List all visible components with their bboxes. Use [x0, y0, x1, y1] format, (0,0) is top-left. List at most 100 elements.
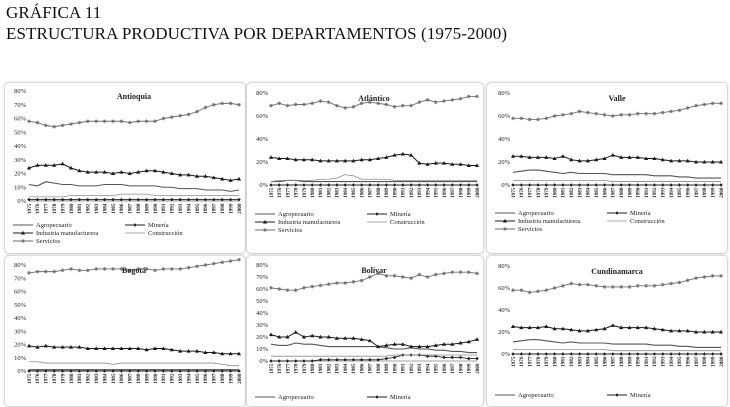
bolivar-ytick: 0% [259, 358, 268, 365]
bolivar-point-industria-manufacturera [310, 333, 315, 338]
valle-xtick: 1976 [519, 187, 525, 198]
cundinamarca-point-industria-manufacturera [702, 329, 707, 334]
atlantico-point-industria-manufacturera [425, 162, 430, 166]
cundinamarca-point-industria-manufacturera [619, 325, 624, 330]
antioquia-xtick: 1985 [111, 203, 117, 214]
atlantico-point-servicios [458, 96, 463, 101]
chart-cundinamarca: 0%20%40%60%80%1975 1976 1977 1978 1979 1980 19… [495, 263, 725, 399]
atlantico-series-construccion [270, 174, 477, 182]
cundinamarca-line-construccion [513, 349, 721, 352]
atlantico-series-servicios [269, 94, 479, 110]
valle-point-servicios [569, 111, 574, 116]
cundinamarca-point-industria-manufacturera [644, 325, 649, 330]
bogota-point-mineria [94, 369, 98, 373]
bolivar-point-servicios [302, 285, 306, 290]
cundinamarca-point-industria-manufacturera [627, 325, 632, 330]
valle-point-servicios [585, 110, 590, 115]
bolivar-point-servicios [425, 275, 430, 279]
antioquia-point-industria-manufacturera [178, 172, 183, 177]
valle-point-servicios [644, 111, 649, 116]
valle-legend-label: Agropecuario [518, 210, 554, 217]
antioquia-point-industria-manufacturera [127, 171, 132, 175]
cundinamarca-series-agropecuario [512, 339, 721, 348]
bogota-xtick: 1990 [153, 373, 159, 384]
antioquia-xtick: 1980 [69, 203, 75, 214]
atlantico-point-industria-manufacturera [450, 162, 455, 166]
cundinamarca-point-mineria [627, 352, 632, 356]
cundinamarca-point-servicios [610, 285, 615, 289]
valle-point-mineria [536, 183, 540, 187]
cundinamarca-ytick: 0% [501, 351, 510, 358]
valle-xtick: 1993 [661, 187, 667, 198]
bolivar-point-industria-manufacturera [400, 342, 405, 346]
atlantico-point-servicios [376, 101, 381, 106]
atlantico-point-servicios [277, 101, 282, 106]
atlantico-point-industria-manufacturera [433, 161, 438, 165]
antioquia-xtick: 1992 [170, 203, 176, 214]
atlantico-point-mineria [384, 183, 389, 187]
bolivar-point-industria-manufacturera [277, 334, 282, 339]
antioquia-point-industria-manufacturera [77, 168, 82, 173]
chart-panel-atlantico: 0% 20% 40% 60% 80% 1975 1976 1977 1978 1979 1980 19… [246, 82, 484, 254]
atlantico-point-mineria [302, 183, 306, 187]
cundinamarca-xtick: 1987 [611, 356, 617, 367]
bogota-point-mineria [119, 369, 124, 373]
bogota-point-mineria [212, 369, 216, 373]
bogota-xtick: 1985 [111, 373, 117, 384]
bogota-point-servicios [211, 261, 216, 266]
bogota-point-industria-manufacturera [220, 351, 225, 356]
chart-panel-cundinamarca: 0% 20% 40% 60% 80% 1975 1976 1977 1978 1979 1980 19… [486, 255, 728, 407]
atlantico-point-mineria [417, 183, 422, 187]
atlantico-point-industria-manufacturera [376, 156, 381, 161]
atlantico-ytick: 40% [256, 136, 269, 143]
atlantico-point-servicios [343, 106, 348, 110]
atlantico-point-mineria [368, 183, 372, 187]
bolivar-point-industria-manufacturera [359, 337, 364, 341]
cundinamarca-title: Cundinamarca [591, 267, 642, 276]
atlantico-point-industria-manufacturera [367, 157, 372, 162]
bolivar-point-industria-manufacturera [425, 344, 430, 349]
atlantico-point-mineria [335, 183, 339, 187]
valle-point-industria-manufacturera [619, 155, 624, 159]
bolivar-xtick: 1995 [434, 363, 440, 374]
valle-point-industria-manufacturera [644, 156, 649, 161]
bolivar-point-servicios [326, 282, 331, 287]
antioquia-xtick: 1975 [27, 203, 33, 214]
antioquia-line-industria-manufacturera [28, 163, 240, 181]
bogota-point-industria-manufacturera [60, 345, 65, 349]
chart-atlantico: 0%20%40%60%80%1975 1976 1977 1978 1979 1980 19… [255, 90, 481, 234]
antioquia-point-mineria [178, 197, 182, 202]
valle-line-industria-manufacturera [513, 154, 721, 163]
valle-series-agropecuario [512, 169, 721, 179]
cundinamarca-legend-mineria: Minería [607, 392, 651, 399]
antioquia-xtick: 1979 [60, 203, 66, 214]
atlantico-series-agropecuario [271, 179, 477, 183]
cundinamarca-point-servicios [577, 282, 582, 287]
bogota-point-industria-manufacturera [102, 346, 107, 350]
bogota-point-industria-manufacturera [236, 351, 242, 356]
valle-ytick: 0% [501, 182, 510, 189]
valle-point-servicios [577, 109, 582, 114]
cundinamarca-xtick: 1980 [552, 356, 558, 367]
chart-bolivar: 0%10%20%30%40%50%60%70%80%1975 1976 1977 19… [255, 262, 481, 401]
atlantico-legend-marker [263, 228, 267, 232]
bolivar-point-servicios [400, 275, 405, 279]
cundinamarca-xtick: 1979 [544, 356, 550, 367]
atlantico-xtick: 1987 [368, 187, 374, 198]
cundinamarca-series-industria-manufacturera [510, 323, 724, 334]
antioquia-point-industria-manufacturera [43, 163, 48, 167]
bolivar-point-industria-manufacturera [367, 338, 372, 343]
bogota-point-servicios [94, 267, 99, 271]
valle-point-servicios [627, 112, 632, 117]
antioquia-point-mineria [44, 197, 48, 202]
cundinamarca-xtick: 1984 [586, 356, 592, 367]
antioquia-xtick: 1989 [144, 203, 150, 214]
atlantico-line-agropecuario [271, 179, 477, 183]
atlantico-xtick: 1983 [335, 187, 341, 198]
antioquia-legend-agropecuario: Agropecuario [13, 222, 72, 229]
atlantico-xtick: 2000 [475, 187, 481, 198]
bolivar-point-industria-manufacturera [376, 344, 381, 349]
cundinamarca-point-mineria [511, 352, 515, 356]
cundinamarca-line-industria-manufacturera [512, 324, 721, 333]
valle-point-industria-manufacturera [602, 156, 607, 161]
